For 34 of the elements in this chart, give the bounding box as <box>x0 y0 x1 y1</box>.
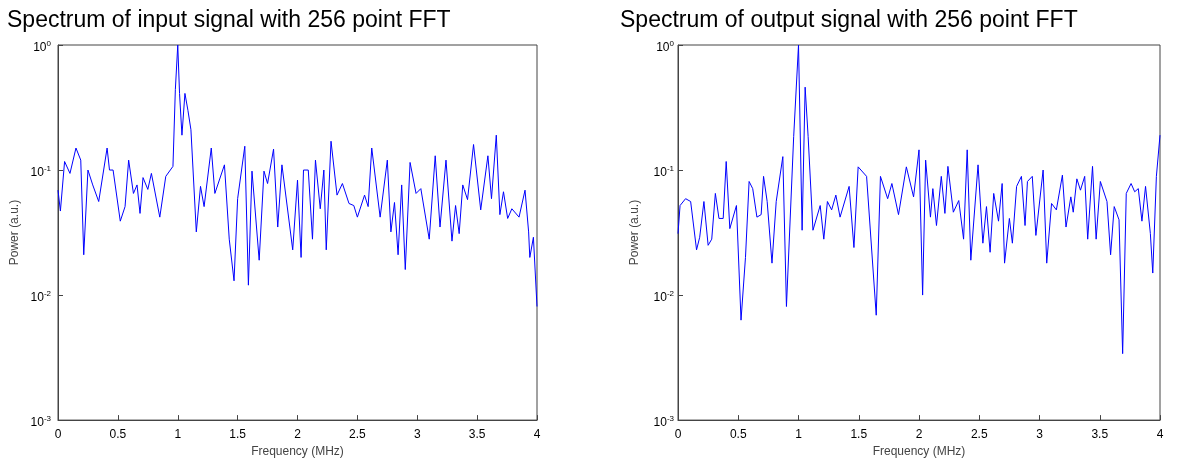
line-series <box>677 44 1161 355</box>
x-tick-label: 1 <box>174 427 182 442</box>
x-axis-title: Frequency (MHz) <box>872 444 966 458</box>
x-tick-label: 1 <box>795 427 803 442</box>
x-tick-label: 2 <box>915 427 923 442</box>
y-tick-label: 10$^{0}$ <box>33 37 51 54</box>
y-axis-title: Power (a.u.) <box>7 199 21 266</box>
y-tick-label: 10$^{-2}$ <box>30 287 51 304</box>
x-tick-label: 4 <box>533 427 541 442</box>
chart-title: Spectrum of output signal with 256 point FFT <box>620 5 1078 32</box>
y-axis-title: Power (a.u.) <box>627 199 641 266</box>
x-tick-label: 2 <box>294 427 302 442</box>
x-tick-label: 0.5 <box>109 427 127 442</box>
y-tick-label: 10$^{-1}$ <box>653 162 674 179</box>
x-tick-label: 3 <box>413 427 421 442</box>
x-tick-label: 2.5 <box>349 427 367 442</box>
chart-title: Spectrum of input signal with 256 point FFT <box>7 5 451 32</box>
x-tick-label: 0 <box>54 427 62 442</box>
x-tick-label: 3 <box>1036 427 1044 442</box>
x-tick-label: 0.5 <box>729 427 747 442</box>
x-tick-label: 1.5 <box>850 427 868 442</box>
y-tick-label: 10$^{0}$ <box>656 37 674 54</box>
x-tick-label: 0 <box>674 427 682 442</box>
line-series <box>57 44 538 308</box>
y-tick-label: 10$^{-3}$ <box>653 412 674 429</box>
x-tick-label: 1.5 <box>229 427 247 442</box>
x-tick-label: 3.5 <box>1091 427 1109 442</box>
x-tick-label: 4 <box>1156 427 1164 442</box>
y-tick-label: 10$^{-2}$ <box>653 287 674 304</box>
y-tick-label: 10$^{-1}$ <box>30 162 51 179</box>
x-tick-label: 2.5 <box>970 427 988 442</box>
x-tick-label: 3.5 <box>468 427 486 442</box>
y-tick-label: 10$^{-3}$ <box>30 412 51 429</box>
x-axis-title: Frequency (MHz) <box>251 444 344 458</box>
